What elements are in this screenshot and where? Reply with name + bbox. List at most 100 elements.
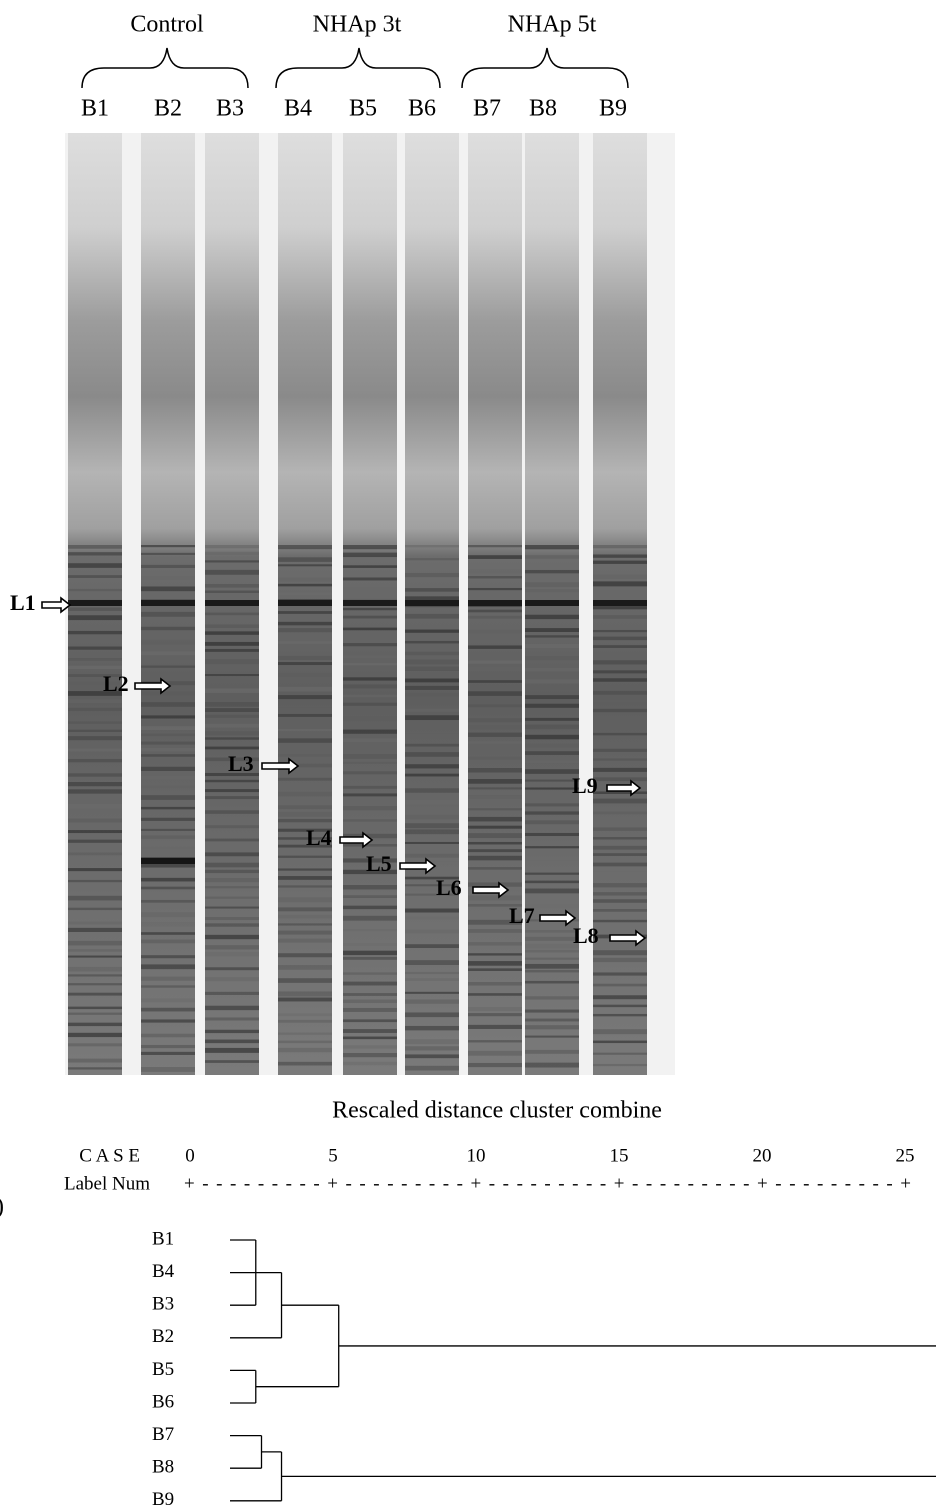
gel-band (593, 862, 647, 867)
gel-band (141, 886, 195, 890)
leaf-label: B3 (152, 1294, 174, 1315)
gel-band (343, 844, 397, 847)
gel-band (205, 917, 259, 921)
gel-band (141, 955, 195, 959)
brace (461, 47, 629, 89)
gel-band (278, 592, 332, 595)
gel-band (343, 1007, 397, 1012)
gel-band (593, 853, 647, 856)
gel-band (68, 983, 122, 986)
gel-band (205, 631, 259, 635)
gel-band (525, 888, 579, 894)
gel-band (205, 977, 259, 982)
gel-band (278, 577, 332, 582)
gel-band (468, 968, 522, 971)
band-label: L4 (306, 825, 332, 850)
band-label: L8 (573, 923, 599, 948)
gel-band (525, 614, 579, 620)
gel-band (593, 972, 647, 976)
gel-band (68, 830, 122, 834)
gel-band (68, 818, 122, 823)
gel-band (141, 863, 195, 868)
lane-label: B7 (473, 96, 501, 122)
gel-band (405, 1039, 459, 1045)
gel-band (593, 660, 647, 665)
gel-band (405, 1012, 459, 1018)
gel-band (468, 1062, 522, 1068)
gel-band (278, 583, 332, 587)
lane-label: B6 (408, 96, 436, 122)
gel-band (593, 748, 647, 752)
gel-band (205, 1005, 259, 1011)
gel-band (68, 588, 122, 592)
gel-band (205, 906, 259, 909)
gel-band (205, 896, 259, 899)
gel-band (278, 1047, 332, 1053)
gel-band (68, 992, 122, 996)
gel-band (278, 628, 332, 633)
lane-label: B8 (529, 96, 557, 122)
gel-band (593, 1052, 647, 1055)
gel-band (468, 645, 522, 649)
gel-band (468, 725, 522, 730)
gel-band (141, 576, 195, 580)
gel-band (141, 651, 195, 656)
gel-band (205, 1029, 259, 1034)
gel-band (343, 905, 397, 910)
gel-band (525, 936, 579, 941)
gel-band (68, 665, 122, 670)
gel-band (405, 1025, 459, 1031)
gel-band (468, 816, 522, 822)
gel-band (141, 766, 195, 771)
gel-band (205, 600, 259, 606)
gel-band (278, 754, 332, 757)
gel-band (68, 1012, 122, 1015)
gel-band (468, 1050, 522, 1056)
gel-band (278, 545, 332, 550)
gel-band (525, 656, 579, 661)
gel-band (525, 635, 579, 638)
gel-band (343, 615, 397, 619)
gel-band (593, 919, 647, 923)
gel-band (343, 761, 397, 764)
gel-band (405, 651, 459, 656)
gel-band (405, 588, 459, 592)
gel-lanes (68, 133, 647, 1075)
gel-band (343, 655, 397, 659)
gel-band (343, 716, 397, 722)
gel-band (405, 685, 459, 690)
gel-band (141, 998, 195, 1003)
gel-band (525, 943, 579, 949)
gel-band (68, 1043, 122, 1047)
gel-band (278, 713, 332, 717)
band-arrow (472, 881, 510, 899)
gel-band (68, 1022, 122, 1027)
gel-band (68, 789, 122, 794)
gel-band (278, 914, 332, 919)
gel-band (205, 545, 259, 549)
gel-band (593, 678, 647, 682)
gel-band (343, 785, 397, 789)
gel-band (205, 714, 259, 718)
gel-band (205, 838, 259, 842)
gel-band (205, 551, 259, 555)
gel-band (468, 961, 522, 966)
gel-band (141, 545, 195, 548)
gel-band (468, 808, 522, 811)
gel-band (343, 565, 397, 568)
lane-label: B9 (599, 96, 627, 122)
gel-band (68, 921, 122, 925)
gel-band (593, 1040, 647, 1044)
gel-band (405, 800, 459, 805)
gel-band (141, 552, 195, 555)
gel-band (141, 877, 195, 882)
gel-band (68, 630, 122, 635)
leaf-label: B5 (152, 1359, 174, 1380)
gel-band (593, 699, 647, 702)
gel-band (205, 641, 259, 646)
gel-band (525, 1018, 579, 1022)
gel-band (593, 899, 647, 903)
lane-label: B5 (349, 96, 377, 122)
gel-band (405, 752, 459, 757)
